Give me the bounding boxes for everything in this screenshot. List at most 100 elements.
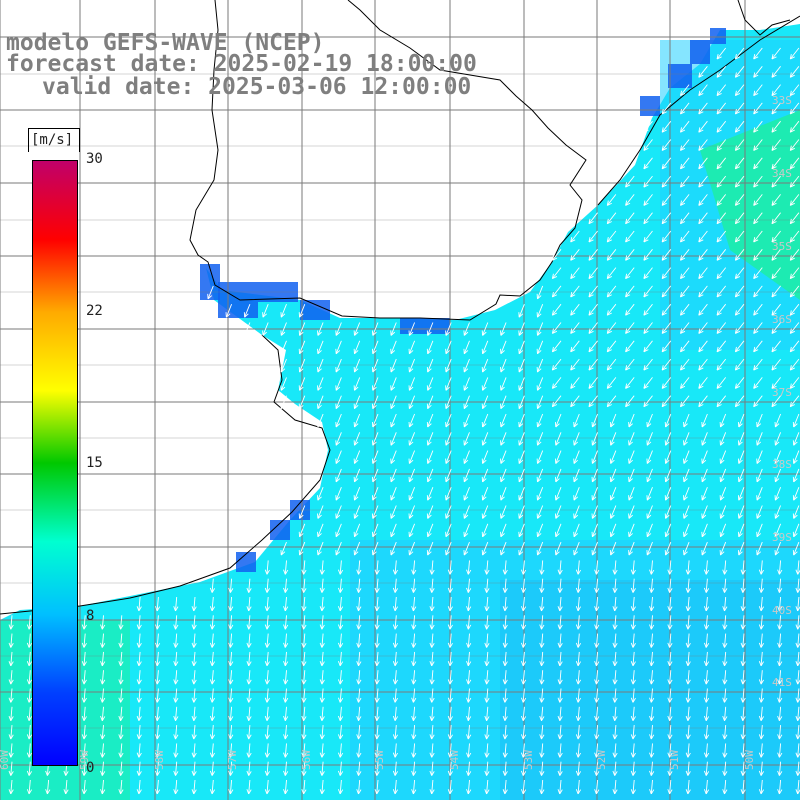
wind-arrow bbox=[625, 249, 635, 261]
wind-arrow bbox=[737, 468, 745, 483]
wind-arrow bbox=[771, 340, 781, 353]
wind-arrow bbox=[408, 340, 416, 355]
wind-arrow bbox=[191, 615, 197, 630]
wind-arrow bbox=[484, 651, 490, 667]
wind-arrow bbox=[283, 725, 289, 740]
wind-arrow bbox=[591, 432, 599, 446]
wind-arrow bbox=[502, 725, 508, 740]
wind-arrow bbox=[539, 633, 545, 648]
wind-arrow bbox=[392, 633, 399, 648]
wind-arrow bbox=[777, 688, 783, 703]
wind-arrow bbox=[502, 670, 508, 685]
wind-arrow bbox=[649, 779, 655, 795]
wind-arrow bbox=[118, 651, 124, 667]
lat-label: 39S bbox=[772, 531, 792, 544]
wind-arrow bbox=[518, 395, 525, 410]
wind-arrow bbox=[661, 230, 672, 243]
wind-arrow bbox=[536, 541, 544, 556]
wind-arrow bbox=[173, 615, 179, 630]
wind-arrow bbox=[758, 688, 765, 703]
wind-arrow bbox=[698, 395, 708, 408]
wind-arrow bbox=[371, 395, 379, 410]
wind-arrow bbox=[466, 560, 472, 575]
wind-arrow bbox=[698, 66, 708, 78]
wind-arrow bbox=[319, 743, 325, 758]
wind-arrow bbox=[392, 725, 399, 740]
wind-arrow bbox=[756, 450, 763, 464]
wind-arrow bbox=[264, 578, 270, 593]
wind-arrow bbox=[630, 560, 636, 575]
wind-arrow bbox=[594, 779, 600, 795]
wind-arrow bbox=[734, 47, 745, 60]
wind-arrow bbox=[594, 670, 600, 685]
wind-arrow bbox=[374, 779, 380, 795]
wind-arrow bbox=[463, 413, 470, 428]
wind-arrow bbox=[737, 413, 745, 428]
wind-arrow bbox=[753, 267, 763, 280]
wind-arrow bbox=[722, 706, 728, 721]
wind-arrow bbox=[758, 651, 765, 667]
wind-arrow bbox=[228, 615, 234, 630]
wind-arrow bbox=[317, 523, 324, 538]
wind-arrow bbox=[264, 615, 270, 630]
wind-arrow bbox=[612, 725, 618, 740]
wind-arrow bbox=[283, 651, 289, 667]
wind-arrow bbox=[408, 413, 416, 428]
wind-arrow bbox=[283, 615, 289, 630]
wind-arrow bbox=[536, 395, 544, 410]
wind-arrow bbox=[154, 651, 161, 667]
wind-arrow bbox=[777, 670, 783, 685]
coastal-cell bbox=[400, 318, 450, 334]
wind-arrow bbox=[643, 249, 653, 261]
wind-arrow bbox=[317, 487, 324, 501]
wind-arrow bbox=[685, 706, 691, 721]
wind-arrow bbox=[701, 468, 708, 483]
wind-arrow bbox=[136, 743, 142, 758]
wind-arrow bbox=[792, 487, 800, 501]
wind-arrow bbox=[753, 249, 763, 261]
wind-arrow bbox=[374, 596, 380, 612]
wind-arrow bbox=[628, 413, 635, 428]
coastline-lagoon bbox=[737, 0, 791, 36]
lat-label: 38S bbox=[772, 458, 792, 471]
wind-arrow bbox=[737, 450, 745, 464]
wind-arrow bbox=[264, 725, 270, 740]
wind-arrow bbox=[789, 285, 800, 298]
wind-arrow bbox=[411, 725, 417, 740]
lat-label: 33S bbox=[772, 94, 792, 107]
wind-arrow bbox=[26, 725, 33, 740]
wind-arrow bbox=[283, 706, 289, 721]
wind-arrow bbox=[337, 560, 344, 575]
wind-arrow bbox=[390, 322, 397, 336]
wind-arrow bbox=[703, 596, 710, 612]
wind-arrow bbox=[734, 285, 745, 298]
wind-arrow bbox=[374, 725, 380, 740]
wind-arrow bbox=[374, 706, 380, 721]
wind-arrow bbox=[643, 175, 653, 188]
wind-arrow bbox=[612, 779, 618, 795]
wind-arrow bbox=[426, 358, 434, 373]
wind-arrow bbox=[661, 395, 672, 408]
wind-arrow bbox=[667, 670, 673, 685]
wind-arrow bbox=[356, 633, 362, 648]
wind-arrow bbox=[719, 487, 727, 501]
wind-arrow bbox=[664, 505, 672, 519]
wind-arrow bbox=[771, 120, 781, 133]
wind-arrow bbox=[520, 651, 527, 667]
wind-arrow bbox=[716, 194, 727, 206]
wind-arrow bbox=[411, 596, 417, 612]
wind-arrow bbox=[154, 779, 161, 795]
wind-arrow bbox=[557, 578, 563, 593]
wind-arrow bbox=[280, 340, 287, 355]
wind-arrow bbox=[118, 706, 124, 721]
wind-arrow bbox=[594, 761, 600, 776]
wind-arrow bbox=[445, 340, 452, 355]
wind-arrow bbox=[539, 560, 545, 575]
wind-arrow bbox=[643, 212, 653, 225]
wind-arrow bbox=[609, 450, 617, 464]
lon-label: 56W bbox=[300, 750, 313, 770]
wind-arrow bbox=[426, 322, 434, 336]
wind-arrow bbox=[756, 413, 763, 428]
wind-arrow bbox=[716, 230, 727, 243]
wind-arrow bbox=[698, 212, 708, 225]
